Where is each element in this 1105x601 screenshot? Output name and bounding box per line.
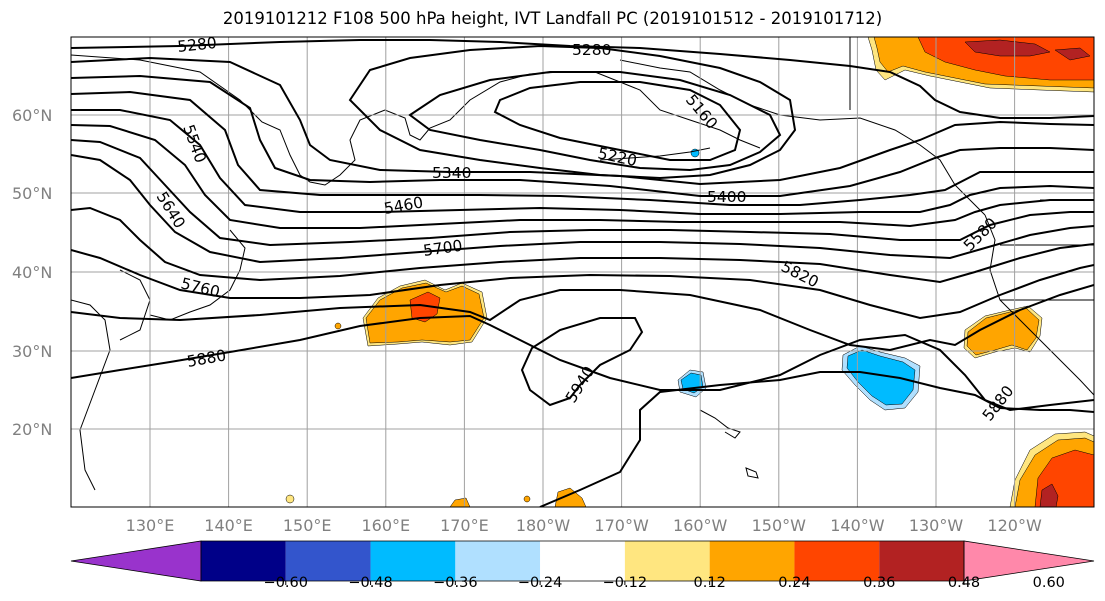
contour-5820 (71, 284, 1094, 352)
colorbar-tick-label: −0.24 (518, 575, 562, 591)
lat-label-50: 50°N (12, 184, 52, 203)
colorbar-tick-label: −0.36 (433, 575, 477, 591)
colorbar-cell (370, 541, 456, 581)
colorbar-cell (709, 541, 795, 581)
colorbar-tick-label: 0.60 (1033, 575, 1065, 591)
contour-5280-outer (71, 39, 1094, 119)
coast-namerica (984, 214, 1094, 396)
shade-dot2 (523, 495, 531, 503)
contour-5460 (71, 109, 1094, 215)
contour-5540 (71, 124, 1094, 229)
colorbar-tick-label: 0.12 (694, 575, 726, 591)
contour-5880 (71, 314, 1094, 412)
colorbar-cell (540, 541, 625, 581)
colorbar-tick-label: −0.60 (264, 575, 308, 591)
coast-china (71, 299, 111, 491)
colorbar-cell (879, 541, 964, 581)
contour-5940 (520, 317, 644, 407)
lon-label: 160°E (361, 516, 410, 535)
shade-redorange-ne (917, 37, 1094, 81)
colorbar-cell (201, 541, 286, 581)
colorbar-extend-high (963, 540, 1095, 582)
shade-red-central (409, 291, 441, 323)
contour-a (71, 56, 1094, 186)
colorbar-tick-label: 0.24 (778, 575, 810, 591)
shade-cyan-hi (846, 349, 916, 406)
contour-5340 (71, 74, 1094, 197)
contour-label-5280-left: 5280 (177, 34, 218, 56)
lon-label: 170°W (594, 516, 649, 535)
colorbar-cell (794, 541, 880, 581)
coast-japan (149, 229, 246, 321)
lat-axis: 60°N 50°N 40°N 30°N 20°N (12, 106, 52, 439)
colorbar-tick-label: −0.12 (603, 575, 647, 591)
shade-darkred-ne (964, 39, 1051, 57)
coast-alaska (619, 59, 986, 216)
lon-label: 130°E (126, 516, 175, 535)
colorbar-extend-low (70, 540, 202, 582)
lat-label-30: 30°N (12, 342, 52, 361)
contour-5160 (493, 81, 742, 161)
contour-label-5280-top: 5280 (572, 41, 611, 59)
contour-5220 (408, 71, 782, 172)
colorbar-ticks: −0.60 −0.48 −0.36 −0.24 −0.12 0.12 0.24 0.36 0.4… (264, 575, 1065, 591)
lon-label: 150°W (752, 516, 807, 535)
lon-label: 130°W (909, 516, 964, 535)
shade-orange-bottom1 (554, 487, 587, 507)
lon-label: 120°W (987, 516, 1042, 535)
colorbar-tick-label: −0.48 (348, 575, 392, 591)
lat-label-60: 60°N (12, 106, 52, 125)
contour-5880-lower (539, 371, 1094, 507)
contour-label-5340: 5340 (432, 164, 471, 182)
contour-5280-inner (348, 44, 797, 180)
contour-label-5700: 5700 (422, 237, 464, 260)
height-contours (71, 39, 1094, 507)
lon-axis: 130°E 140°E 150°E 160°E 170°E 180°W 170°W 160°W… (126, 516, 1042, 535)
lon-label: 140°W (830, 516, 885, 535)
lat-label-40: 40°N (12, 263, 52, 282)
colorbar-cell (455, 541, 541, 581)
shade-darkred-se (1039, 483, 1059, 507)
colorbar-tick-label: 0.48 (948, 575, 980, 591)
coast-siberia (71, 54, 761, 186)
lon-label: 140°E (204, 516, 253, 535)
shade-dot1 (285, 494, 295, 504)
contour-5640 (71, 154, 1094, 264)
colorbar-tick-label: 0.36 (863, 575, 895, 591)
map-frame (70, 36, 1095, 508)
lat-label-20: 20°N (12, 420, 52, 439)
colorbar-cell (624, 541, 710, 581)
lon-label: 160°W (673, 516, 728, 535)
chart-title: 2019101212 F108 500 hPa height, IVT Land… (222, 9, 883, 28)
lon-label: 170°E (440, 516, 489, 535)
coast-hawaii2 (745, 467, 759, 479)
lon-label: 180°W (516, 516, 571, 535)
contour-5760 (71, 249, 1094, 320)
shade-darkred-ne2 (1054, 47, 1091, 61)
coast-aleutians (599, 147, 711, 161)
lon-label: 150°E (283, 516, 332, 535)
contour-label-5400: 5400 (707, 188, 746, 206)
shade-orange-ca (966, 307, 1040, 356)
coast-hawaii (699, 409, 741, 439)
contour-b (71, 139, 1094, 247)
contour-5400 (71, 90, 1094, 206)
contour-5700 (71, 206, 1094, 284)
colorbar (70, 540, 1095, 582)
shade-dot3 (334, 322, 342, 330)
colorbar-cell (285, 541, 371, 581)
shade-orange-bottom2 (449, 497, 471, 507)
